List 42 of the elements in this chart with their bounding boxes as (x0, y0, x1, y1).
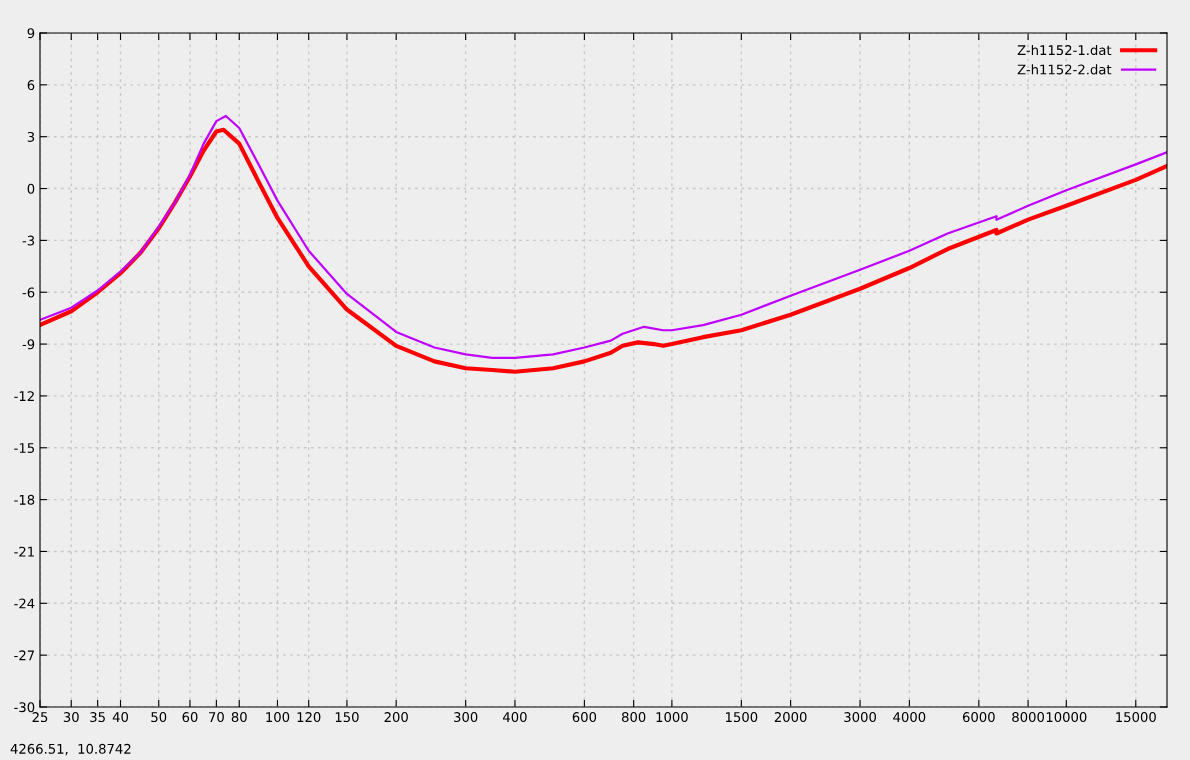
legend-label: Z-h1152-1.dat (1017, 44, 1112, 56)
x-tick-label: 200 (384, 712, 408, 723)
x-tick-label: 80 (231, 712, 247, 723)
x-tick-label: 50 (151, 712, 167, 723)
x-tick-label: 150 (335, 712, 359, 723)
x-tick-label: 15000 (1116, 712, 1156, 723)
y-tick-label: -27 (14, 650, 35, 661)
x-tick-label: 300 (454, 712, 478, 723)
legend-label: Z-h1152-2.dat (1017, 64, 1112, 75)
y-tick-label: 9 (27, 28, 35, 39)
y-tick-label: -12 (14, 391, 34, 401)
x-tick-label: 10000 (1046, 712, 1087, 723)
x-tick-label: 1500 (726, 712, 758, 723)
x-tick-label: 2000 (774, 712, 807, 723)
x-tick-label: 30 (63, 712, 79, 723)
x-tick-label: 4000 (893, 712, 926, 723)
x-tick-label: 3000 (844, 712, 876, 723)
x-tick-label: 35 (90, 712, 105, 723)
x-tick-label: 120 (297, 712, 321, 723)
y-tick-label: -21 (14, 546, 34, 557)
x-tick-label: 800 (621, 712, 646, 723)
x-tick-label: 70 (209, 712, 224, 723)
y-tick-label: 0 (27, 183, 35, 194)
y-tick-label: -6 (22, 287, 35, 298)
x-tick-label: 100 (266, 712, 290, 723)
x-tick-label: 60 (182, 712, 198, 723)
y-tick-label: -24 (14, 598, 35, 609)
x-tick-label: 40 (112, 712, 129, 723)
x-tick-label: 600 (572, 712, 597, 723)
x-tick-label: 25 (32, 712, 48, 723)
y-tick-label: -18 (14, 494, 35, 505)
x-tick-label: 400 (502, 712, 527, 723)
y-tick-label: 6 (27, 80, 35, 91)
y-tick-label: -30 (14, 702, 35, 713)
y-tick-label: -15 (14, 443, 34, 453)
x-tick-label: 8000 (1012, 712, 1044, 723)
text: 4266.51, 10.8742 (10, 743, 131, 756)
y-tick-label: -3 (22, 235, 35, 246)
y-tick-label: 3 (27, 131, 35, 142)
x-tick-label: 6000 (962, 712, 995, 723)
x-tick-label: 1000 (656, 712, 688, 723)
y-tick-label: -9 (22, 339, 35, 350)
